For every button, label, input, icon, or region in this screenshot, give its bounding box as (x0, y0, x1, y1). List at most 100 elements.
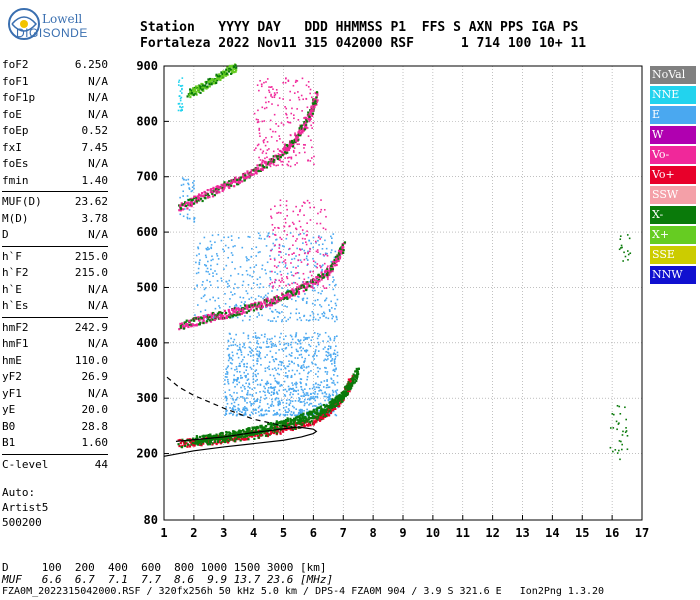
trace-point (272, 160, 275, 163)
scaled-parameters-panel: foF2 6.250 foF1 N/A foF1p N/A foE N/A foEp 0.52 fx… (2, 58, 108, 474)
logo-text-lowell: Lowell (42, 12, 83, 26)
echo-point (300, 385, 302, 388)
trace-point (327, 405, 330, 408)
echo-point (187, 183, 190, 186)
echo-point (331, 359, 333, 362)
trace-point (231, 69, 234, 72)
trace-point (188, 202, 191, 206)
echo-point (317, 341, 320, 344)
echo-point (274, 234, 277, 236)
echo-point (337, 406, 339, 409)
trace-point (237, 181, 240, 184)
trace-point (209, 191, 212, 194)
x-tick-label: 16 (605, 526, 619, 540)
echo-point (283, 380, 286, 383)
trace-point (277, 299, 280, 303)
trace-point (250, 173, 253, 177)
echo-point (261, 414, 264, 417)
echo-point (237, 356, 240, 359)
trace-point (302, 285, 306, 289)
echo-point (201, 284, 204, 286)
trace-point (311, 109, 314, 112)
echo-point (328, 309, 331, 311)
trace-point (299, 418, 302, 422)
trace-point (345, 384, 348, 388)
echo-point (271, 401, 274, 403)
echo-point (229, 298, 231, 300)
trace-point (337, 403, 340, 406)
echo-point (220, 239, 223, 242)
echo-point (251, 349, 253, 351)
trace-point (244, 306, 247, 309)
trace-point (302, 128, 305, 131)
trace-point (251, 304, 254, 307)
trace-point (178, 204, 181, 207)
echo-point (305, 241, 307, 243)
echo-point (282, 81, 284, 84)
trace-point (320, 278, 323, 281)
trace-point (213, 438, 216, 441)
echo-point (186, 217, 189, 220)
echo-point (274, 343, 277, 346)
echo-point (243, 303, 246, 305)
echo-point (195, 261, 197, 264)
echo-point (280, 332, 282, 335)
trace-point (348, 390, 351, 393)
echo-point (286, 214, 289, 217)
echo-point (306, 349, 309, 352)
trace-point (231, 314, 235, 317)
echo-point (622, 260, 624, 262)
echo-point (332, 233, 335, 235)
echo-point (232, 414, 234, 416)
echo-point (226, 371, 229, 374)
trace-point (246, 434, 250, 437)
echo-point (244, 388, 246, 390)
echo-point (334, 365, 336, 367)
echo-point (277, 265, 280, 267)
trace-point (306, 419, 309, 422)
echo-point (288, 284, 291, 286)
echo-point (289, 413, 292, 416)
echo-point (186, 195, 189, 197)
trace-point (333, 258, 336, 262)
trace-point (192, 439, 196, 443)
echo-point (269, 276, 271, 279)
echo-point (288, 225, 291, 228)
echo-point (306, 127, 309, 129)
trace-point (206, 196, 210, 199)
echo-point (293, 151, 295, 153)
echo-point (234, 368, 236, 371)
echo-point (182, 190, 185, 193)
trace-point (282, 297, 285, 301)
echo-point (619, 458, 621, 461)
echo-point (291, 400, 294, 403)
echo-point (277, 226, 279, 229)
trace-point (325, 412, 329, 415)
echo-point (223, 268, 225, 270)
echo-point (246, 402, 248, 404)
trace-point (338, 253, 341, 256)
trace-point (179, 438, 182, 442)
echo-point (279, 212, 282, 214)
echo-point (255, 255, 258, 257)
echo-point (335, 368, 337, 371)
echo-point (246, 362, 248, 365)
echo-point (314, 299, 317, 302)
echo-point (621, 434, 624, 436)
echo-point (305, 127, 308, 130)
trace-point (235, 307, 238, 310)
trace-point (345, 386, 349, 389)
echo-point (267, 410, 270, 412)
echo-point (268, 406, 270, 409)
echo-point (317, 319, 320, 321)
trace-point (212, 186, 215, 189)
echo-point (297, 400, 300, 402)
trace-point (199, 318, 202, 321)
echo-point (621, 443, 623, 446)
x-tick-label: 17 (635, 526, 649, 540)
trace-point (213, 194, 216, 197)
param-row: MUF(D) 23.62 (2, 195, 108, 212)
trace-point (196, 87, 199, 90)
echo-point (286, 411, 289, 414)
echo-point (310, 370, 312, 372)
